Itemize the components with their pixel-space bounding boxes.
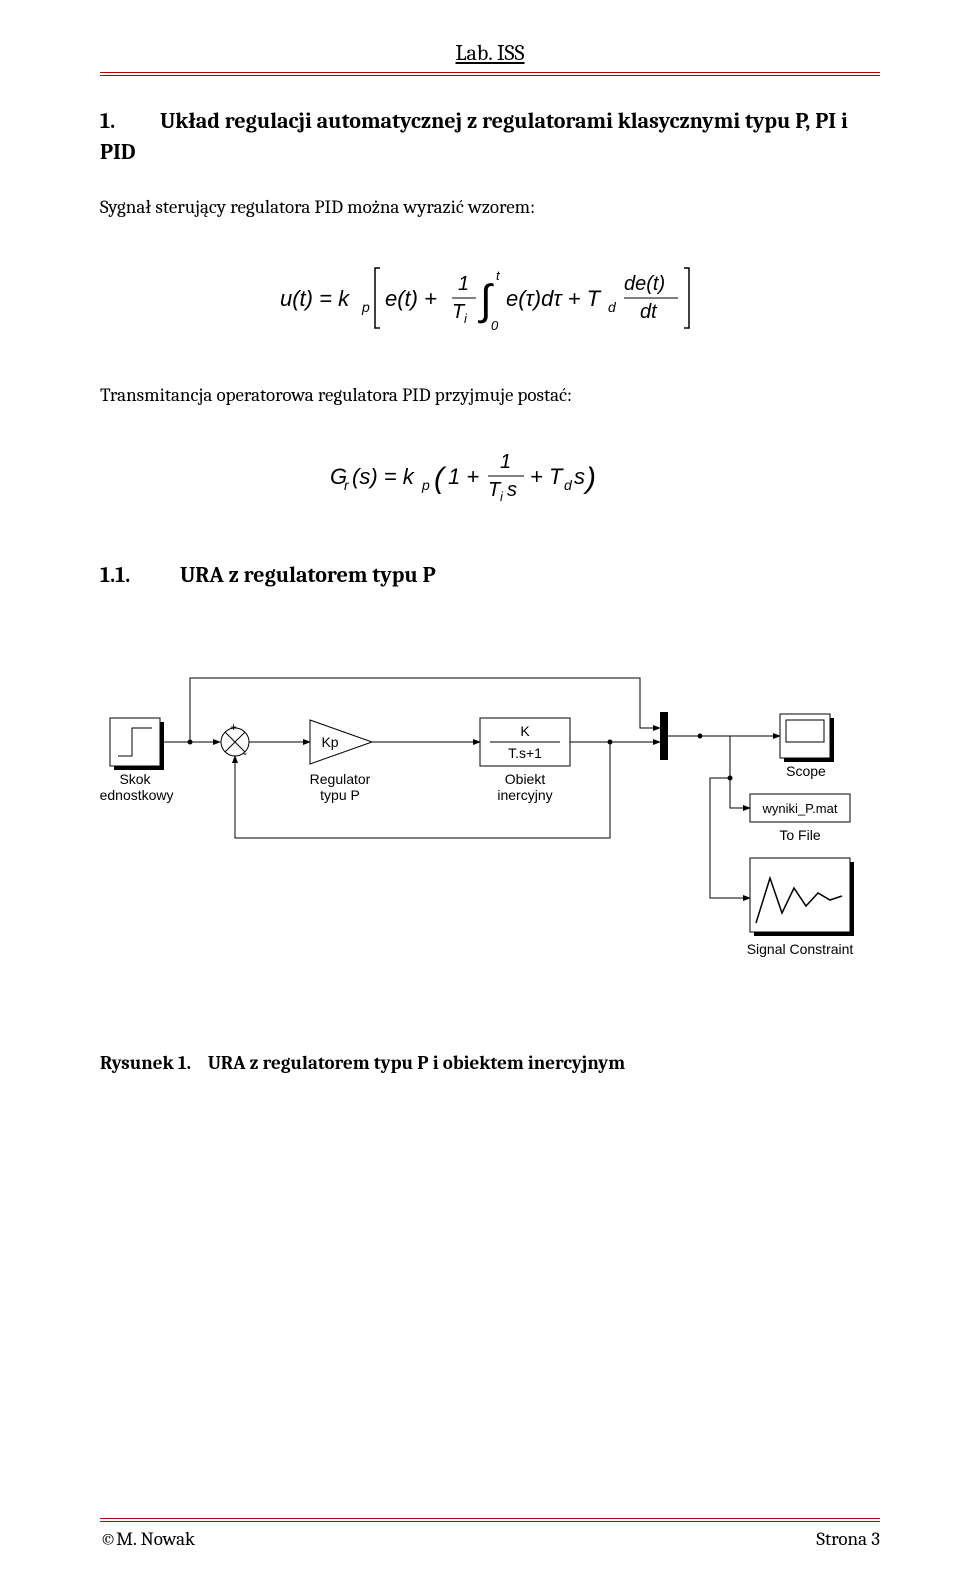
subsection-title: URA z regulatorem typu P — [180, 562, 436, 588]
svg-text:p: p — [421, 477, 430, 493]
paragraph-1: Sygnał sterujący regulatora PID można wy… — [100, 196, 880, 218]
section-number: 1. — [100, 106, 160, 137]
sum-minus: - — [243, 746, 247, 760]
svg-text:p: p — [361, 299, 370, 315]
footer-right: Strona 3 — [816, 1528, 880, 1550]
paragraph-2: Transmitancja operatorowa regulatora PID… — [100, 384, 880, 406]
figure-caption: Rysunek 1. URA z regulatorem typu P i ob… — [100, 1052, 880, 1074]
svg-text:i: i — [500, 489, 504, 504]
tofile-text: wyniki_P.mat — [762, 801, 838, 816]
svg-text:d: d — [608, 299, 617, 315]
svg-text:1: 1 — [500, 451, 511, 473]
caption-text: URA z regulatorem typu P i obiektem iner… — [208, 1052, 625, 1074]
svg-text:r: r — [344, 477, 350, 493]
svg-text:u(t) = k: u(t) = k — [280, 286, 350, 311]
svg-text:(s) = k: (s) = k — [352, 464, 415, 489]
svg-text:1: 1 — [458, 273, 469, 295]
svg-text:(: ( — [434, 462, 447, 495]
object-label-2: inercyjny — [497, 787, 552, 803]
svg-text:e(τ)dτ + T: e(τ)dτ + T — [506, 286, 602, 311]
section-title: Układ regulacji automatycznej z regulato… — [100, 108, 848, 165]
svg-text:de(t): de(t) — [624, 273, 665, 295]
step-label-2: jednostkowy — [100, 787, 174, 803]
tf-den: T.s+1 — [508, 745, 542, 761]
gain-label: Kp — [321, 734, 338, 750]
subsection-number: 1.1. — [100, 562, 180, 588]
sum-plus: + — [230, 720, 237, 734]
tf-num: K — [520, 723, 530, 739]
formula-2: G r (s) = k p ( 1 + 1 T i s + T d s ) — [100, 446, 880, 512]
svg-text:+ T: + T — [530, 464, 564, 489]
svg-text:s: s — [574, 464, 585, 489]
section-heading: 1.Układ regulacji automatycznej z regula… — [100, 106, 880, 168]
svg-text:i: i — [464, 311, 468, 326]
svg-text:d: d — [564, 477, 573, 493]
regulator-label-2: typu P — [320, 787, 360, 803]
page-footer: ©M. Nowak Strona 3 — [100, 1518, 880, 1550]
svg-text:0: 0 — [491, 318, 499, 333]
svg-text:1 +: 1 + — [448, 464, 479, 489]
svg-text:t: t — [496, 268, 501, 283]
svg-text:dt: dt — [640, 301, 658, 323]
subsection-heading: 1.1.URA z regulatorem typu P — [100, 562, 880, 588]
footer-left: ©M. Nowak — [100, 1528, 195, 1550]
caption-prefix: Rysunek 1. — [100, 1052, 191, 1074]
formula-1: u(t) = k p e(t) + 1 T i ∫ t 0 e(τ)dτ + T… — [100, 258, 880, 344]
block-diagram: Skok jednostkowy + - Kp Regulator typu P… — [100, 638, 880, 982]
scope-label: Scope — [786, 763, 826, 779]
step-label-1: Skok — [119, 771, 151, 787]
signal-constraint-label: Signal Constraint — [747, 941, 854, 957]
svg-text:s: s — [507, 479, 517, 501]
svg-text:∫: ∫ — [478, 276, 494, 324]
object-label-1: Obiekt — [505, 771, 546, 787]
regulator-label-1: Regulator — [310, 771, 371, 787]
page-header: Lab. ISS — [100, 40, 880, 76]
svg-text:e(t) +: e(t) + — [385, 286, 437, 311]
tofile-label: To File — [779, 827, 820, 843]
